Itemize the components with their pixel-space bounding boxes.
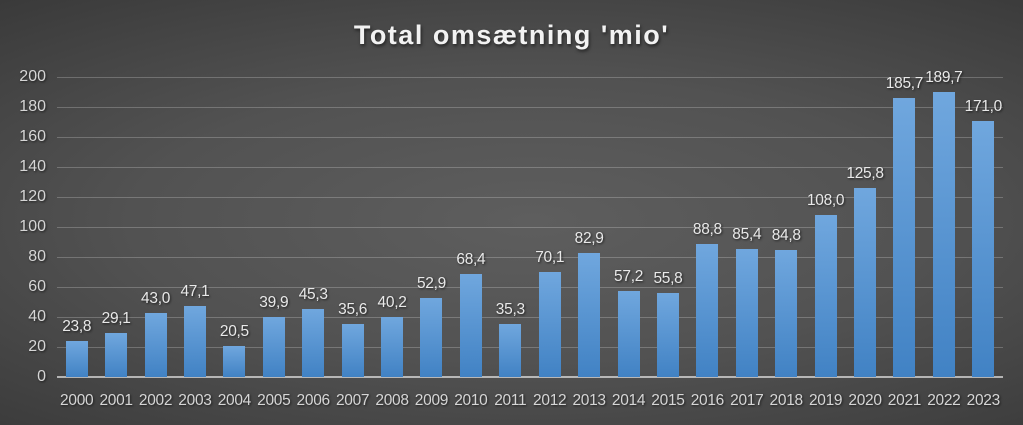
bar-value-label: 35,3 (495, 301, 525, 319)
y-tick-label: 40 (28, 308, 46, 325)
x-tick-label: 2007 (335, 392, 370, 409)
gridline (57, 197, 1003, 198)
x-tick-label: 2017 (730, 392, 764, 409)
bar (814, 215, 837, 377)
y-tick-label: 80 (28, 248, 46, 265)
bar (105, 333, 128, 377)
x-tick-label: 2000 (60, 392, 94, 409)
bar (262, 317, 285, 377)
bar (420, 297, 443, 377)
bar (302, 309, 325, 377)
x-tick-label: 2008 (375, 392, 409, 409)
bar-value-label: 43,0 (141, 289, 171, 307)
bar-value-label: 52,9 (416, 274, 446, 292)
gridline (57, 77, 1003, 78)
bar (538, 271, 561, 377)
x-tick-label: 2013 (572, 392, 606, 409)
y-tick-label: 0 (37, 368, 46, 385)
bar (144, 312, 167, 377)
gridline (57, 257, 1003, 258)
bar-value-label: 189,7 (925, 69, 963, 87)
gridline (57, 167, 1003, 168)
bar-value-label: 57,2 (614, 268, 644, 286)
bar-value-label: 20,5 (219, 323, 249, 341)
bar-value-label: 23,8 (62, 318, 92, 336)
x-tick-label: 2006 (296, 392, 331, 409)
gridline (57, 287, 1003, 288)
x-tick-label: 2023 (966, 392, 1001, 409)
bar-value-label: 68,4 (456, 251, 486, 269)
bar-value-label: 70,1 (535, 248, 565, 266)
y-tick-label: 120 (19, 188, 46, 205)
bar (854, 188, 877, 377)
bar (656, 293, 679, 377)
x-tick-label: 2021 (887, 392, 922, 409)
bar (696, 243, 719, 377)
y-tick-label: 20 (28, 338, 46, 355)
x-tick-label: 2015 (651, 392, 685, 409)
bar (932, 92, 955, 377)
x-tick-label: 2010 (454, 392, 488, 409)
x-tick-label: 2020 (848, 392, 882, 409)
bar-value-label: 88,8 (692, 220, 722, 238)
bar-value-label: 85,4 (732, 225, 762, 243)
x-tick-label: 2002 (138, 392, 173, 409)
bar-value-label: 82,9 (574, 229, 604, 247)
bar (972, 120, 995, 377)
x-tick-label: 2003 (178, 392, 212, 409)
bar-value-label: 39,9 (259, 294, 289, 312)
bar-value-label: 45,3 (298, 286, 328, 304)
bar (578, 252, 601, 377)
gridline (57, 227, 1003, 228)
x-tick-label: 2009 (414, 392, 449, 409)
bar-value-label: 47,1 (180, 283, 210, 301)
bar-value-label: 125,8 (846, 165, 884, 183)
y-tick-label: 100 (19, 218, 46, 235)
chart-title: Total omsætning 'mio' (353, 20, 670, 50)
bar-value-label: 171,0 (964, 97, 1003, 115)
bar (341, 323, 364, 377)
y-tick-label: 200 (19, 68, 46, 85)
bar-value-label: 185,7 (885, 75, 924, 93)
bar-value-label: 55,8 (653, 270, 683, 288)
bar-value-label: 108,0 (806, 192, 845, 209)
x-tick-label: 2014 (611, 392, 646, 409)
x-tick-label: 2012 (533, 392, 567, 409)
y-tick-label: 180 (19, 98, 46, 115)
bar (893, 98, 916, 377)
y-tick-label: 140 (19, 158, 46, 175)
bar (223, 346, 246, 377)
bar-value-label: 84,8 (771, 226, 801, 244)
x-tick-label: 2018 (769, 392, 804, 409)
bar (459, 274, 482, 377)
bar (735, 248, 758, 377)
bar (775, 249, 798, 377)
bar-value-label: 40,2 (377, 293, 407, 311)
x-tick-label: 2001 (99, 392, 133, 409)
y-tick-label: 160 (19, 128, 46, 145)
bar (65, 341, 88, 377)
x-axis-line (57, 376, 1003, 378)
x-tick-label: 2016 (690, 392, 725, 409)
gridline (57, 107, 1003, 108)
x-tick-label: 2019 (808, 392, 843, 409)
x-tick-label: 2022 (927, 392, 961, 409)
gridline (57, 347, 1003, 348)
bar (183, 306, 206, 377)
gridline (57, 317, 1003, 318)
bar (499, 324, 522, 377)
gridline (57, 137, 1003, 138)
bar (617, 291, 640, 377)
bar (381, 316, 404, 377)
y-tick-label: 60 (28, 278, 46, 295)
bar-value-label: 29,1 (101, 310, 131, 328)
bar-value-label: 35,6 (338, 300, 368, 318)
x-tick-label: 2005 (257, 392, 291, 409)
x-tick-label: 2011 (494, 392, 527, 409)
x-tick-label: 2004 (217, 392, 252, 409)
